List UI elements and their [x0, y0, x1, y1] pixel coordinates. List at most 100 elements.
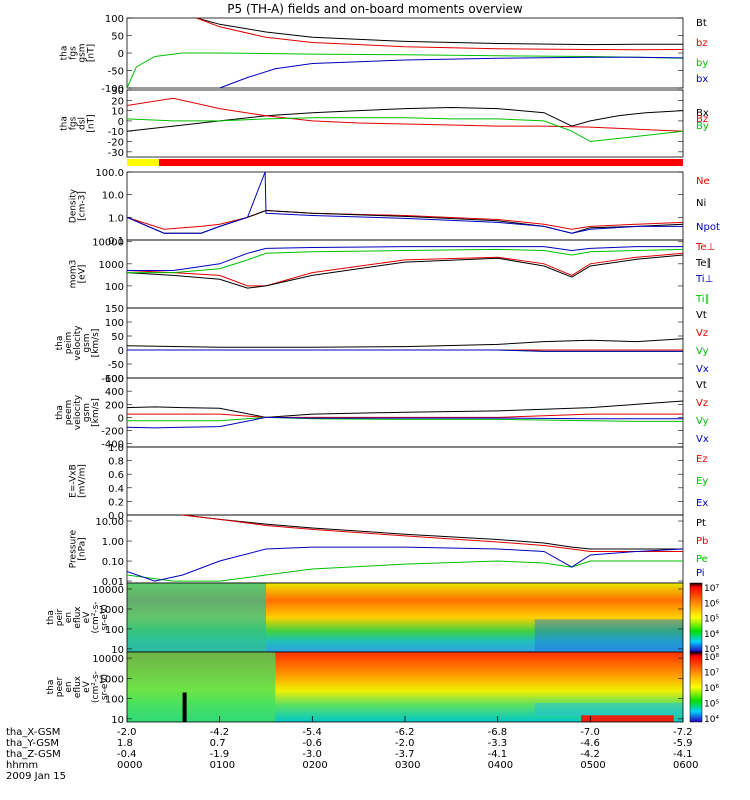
legend-entry: Te∥ — [695, 258, 712, 269]
colorbar — [689, 651, 703, 723]
legend-entry: Pe — [696, 554, 708, 565]
y-axis-label: sr-eV) — [100, 604, 110, 630]
series-line-Bx — [126, 106, 684, 132]
plot-title: P5 (TH-A) fields and on-board moments ov… — [227, 2, 523, 16]
ephemeris-value: -6.2 — [395, 727, 415, 738]
y-axis-label: [km/s] — [91, 398, 101, 427]
y-axis-label: [nT] — [87, 44, 97, 62]
legend-entry: Vx — [696, 364, 709, 375]
y-tick-label: 0.2 — [108, 497, 124, 508]
y-tick-label: -50 — [108, 360, 124, 371]
y-axis-label: peer — [55, 676, 65, 697]
y-tick-label: 100.0 — [95, 168, 124, 179]
ephemeris-value: -4.2 — [210, 727, 230, 738]
legend-entry: Pb — [696, 536, 708, 547]
ephemeris-value: -7.2 — [673, 727, 693, 738]
colorbar-label: 10⁵ — [704, 700, 719, 710]
y-axis-label: Pressure — [69, 529, 79, 568]
ephemeris-value: -2.0 — [395, 738, 415, 749]
legend-entry: Bx — [696, 108, 709, 119]
series-line-bz — [196, 17, 684, 51]
spectrogram-early-region — [127, 652, 276, 722]
y-tick-label: 10 — [111, 645, 124, 656]
y-tick-label: 0.1 — [108, 236, 124, 247]
y-axis-label: gsm — [82, 333, 92, 352]
y-axis-label: peir — [55, 608, 65, 626]
y-tick-label: 0 — [118, 117, 124, 128]
y-axis-label: [nT] — [87, 114, 97, 132]
ephemeris-value: -6.8 — [488, 727, 508, 738]
legend-entry: bz — [696, 38, 708, 49]
y-tick-label: 1.00 — [102, 537, 124, 548]
ephemeris-value: -5.4 — [302, 727, 322, 738]
y-tick-label: 0.01 — [102, 577, 124, 588]
y-axis-label: sr-eV) — [100, 674, 110, 700]
spectrogram-high-flux-region — [581, 715, 674, 722]
y-axis-label: eflux — [73, 675, 83, 698]
y-tick-label: 10.00 — [95, 517, 124, 528]
y-tick-label: 100 — [105, 282, 124, 293]
legend-entry: Ti⊥ — [695, 274, 713, 285]
panel-fgs_gsm: 100 50 0 -50 -100 tha fgs gsm [nT] Bt bz by bx — [60, 14, 709, 95]
y-tick-label: 10000 — [92, 585, 124, 596]
legend-entry: Pt — [696, 518, 706, 529]
y-tick-label: -400 — [101, 440, 124, 451]
y-axis-label: fgs — [69, 46, 79, 60]
ephemeris-value: -3.7 — [395, 749, 415, 760]
y-axis-label: velocity — [73, 394, 83, 430]
ephemeris-value: 0200 — [302, 760, 327, 771]
series-line-Npot — [126, 171, 683, 234]
series-line-By — [126, 117, 684, 143]
y-tick-label: 150 — [105, 304, 124, 315]
y-axis-label: [nPa] — [78, 537, 88, 560]
y-tick-label: 100 — [105, 625, 124, 636]
panel-electron_spectrogram: 10⁸ 10⁷ 10⁶ 10⁵ 10⁴ 10000 1000 100 10 tha peer en ef… — [46, 651, 719, 726]
panel-frame — [126, 446, 684, 516]
series-line-Vy — [127, 416, 683, 422]
series-line-Ti⊥ — [127, 246, 683, 271]
y-axis-label: E=-VxB — [69, 464, 79, 498]
legend-entry: Vx — [696, 434, 709, 445]
colorbar-label: 10⁷ — [704, 584, 719, 594]
y-tick-label: 1.0 — [108, 443, 124, 454]
series-line-Te⊥ — [126, 252, 684, 287]
legend-entry: Ez — [696, 454, 708, 465]
y-tick-label: -20 — [108, 138, 124, 149]
ephemeris-label: tha_X-GSM — [6, 727, 60, 738]
ephemeris-value: 0.7 — [210, 738, 226, 749]
legend-entry: Vz — [696, 328, 708, 339]
spectrogram-gap — [182, 692, 187, 722]
status-bar-segment — [159, 159, 683, 166]
ephemeris-value: -5.9 — [673, 738, 693, 749]
y-axis-label: fgs — [69, 116, 79, 130]
y-axis-label: en — [64, 681, 74, 692]
ephemeris-value: -4.2 — [580, 749, 600, 760]
y-tick-label: 50 — [111, 332, 124, 343]
y-tick-label: 10000 — [92, 654, 124, 665]
y-tick-label: 0 — [118, 49, 124, 60]
y-tick-label: 600 — [105, 374, 124, 385]
legend-entry: By — [696, 121, 709, 132]
colorbar-label: 10⁴ — [704, 630, 719, 640]
y-tick-label: 100 — [105, 695, 124, 706]
legend-entry: Bt — [696, 18, 707, 29]
legend-entry: bx — [696, 74, 708, 85]
colorbar-label: 10³ — [704, 645, 719, 655]
y-tick-label: 30 — [111, 86, 124, 97]
series-line-Vx — [126, 416, 683, 429]
panel-ion_spectrogram: 10⁷ 10⁶ 10⁵ 10⁴ 10³ 10000 1000 100 10 tha peir en ef… — [46, 582, 719, 656]
y-tick-label: 0 — [118, 413, 124, 424]
series-line-Bt — [196, 17, 683, 46]
legend-entry: Te⊥ — [695, 242, 715, 253]
legend-entry: Bz — [696, 114, 708, 125]
series-line-Vz — [127, 413, 683, 418]
series-line-Ti∥ — [127, 248, 684, 274]
y-tick-label: 0.0 — [108, 511, 124, 522]
y-axis-label: eV — [82, 611, 92, 624]
series-line-Ne — [126, 209, 684, 230]
y-tick-label: -30 — [108, 148, 124, 159]
legend-entry: by — [696, 58, 708, 69]
series-line-Vt — [126, 400, 684, 418]
